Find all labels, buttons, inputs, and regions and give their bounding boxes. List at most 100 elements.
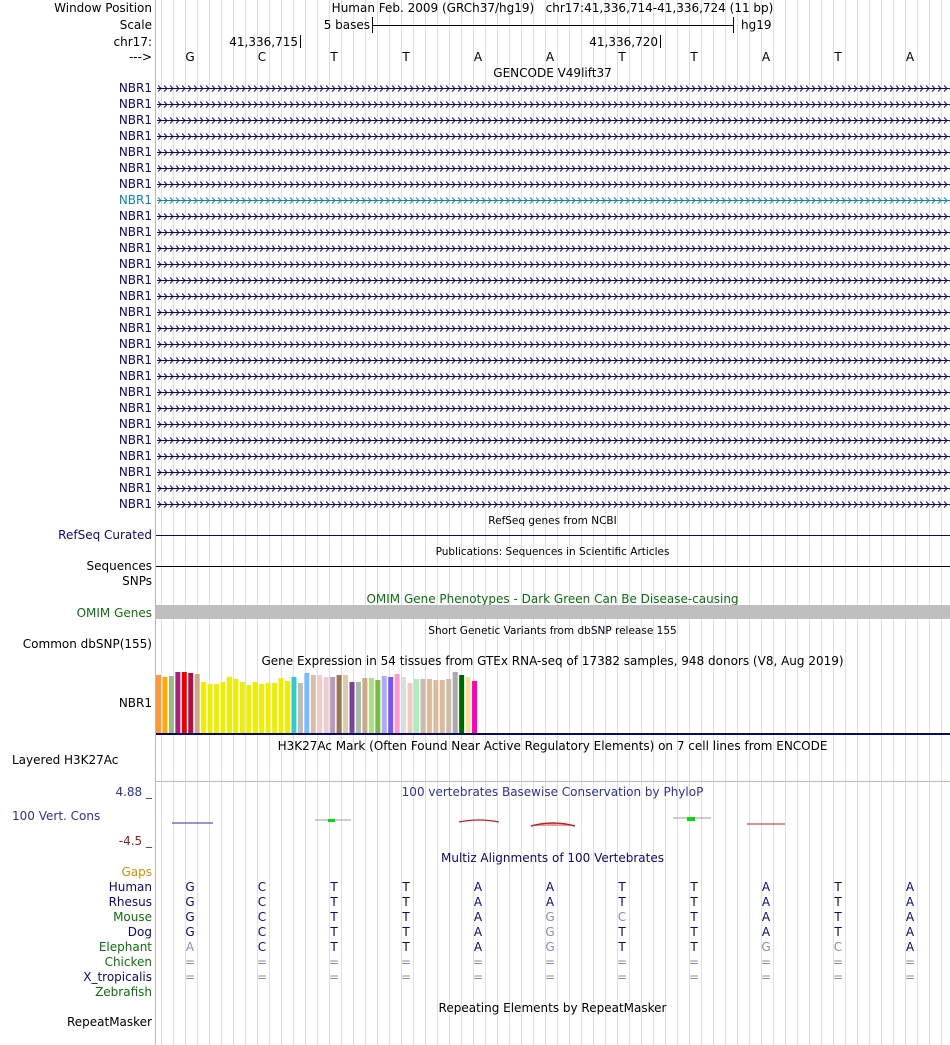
gtex-tissue-bar[interactable] xyxy=(278,678,284,733)
gencode-transcript[interactable] xyxy=(157,421,950,428)
gencode-transcript-label[interactable]: NBR1 xyxy=(118,145,152,159)
gencode-transcript[interactable] xyxy=(157,277,950,284)
gencode-transcript[interactable] xyxy=(157,325,950,332)
gtex-tissue-bar[interactable] xyxy=(317,675,323,733)
gencode-transcript-label[interactable]: NBR1 xyxy=(118,337,152,351)
multiz-species-label[interactable]: Human xyxy=(108,880,152,894)
gtex-tissue-bar[interactable] xyxy=(414,679,419,733)
gtex-tissue-bar[interactable] xyxy=(233,679,239,733)
gencode-transcript-label[interactable]: NBR1 xyxy=(118,225,152,239)
gencode-transcript[interactable] xyxy=(157,293,950,300)
gtex-tissue-bar[interactable] xyxy=(375,680,381,733)
gtex-tissue-bar[interactable] xyxy=(362,678,368,733)
gtex-tissue-bar[interactable] xyxy=(188,673,194,733)
gtex-tissue-bar[interactable] xyxy=(368,678,374,733)
gencode-transcript[interactable] xyxy=(157,117,950,124)
gencode-transcript-label[interactable]: NBR1 xyxy=(118,433,152,447)
gtex-tissue-bar[interactable] xyxy=(381,676,387,733)
gtex-tissue-bar[interactable] xyxy=(214,684,220,733)
h3k27ac-track-label[interactable]: Layered H3K27Ac xyxy=(12,753,119,767)
gencode-transcript-label[interactable]: NBR1 xyxy=(118,209,152,223)
gtex-tissue-bar[interactable] xyxy=(426,679,432,733)
gencode-transcript-label[interactable]: NBR1 xyxy=(118,321,152,335)
gtex-tissue-bar[interactable] xyxy=(323,677,329,733)
gencode-transcript[interactable] xyxy=(157,197,950,204)
gtex-tissue-bar[interactable] xyxy=(175,672,181,733)
dbsnp-track-label[interactable]: Common dbSNP(155) xyxy=(22,637,152,651)
gtex-tissue-bar[interactable] xyxy=(433,680,439,733)
gtex-tissue-bar[interactable] xyxy=(201,682,207,733)
gencode-transcript-label[interactable]: NBR1 xyxy=(118,353,152,367)
gencode-transcript-label[interactable]: NBR1 xyxy=(118,449,152,463)
gencode-transcript[interactable] xyxy=(157,389,950,396)
gtex-tissue-bar[interactable] xyxy=(246,685,252,733)
gtex-tissue-bar[interactable] xyxy=(156,675,161,733)
gencode-transcript[interactable] xyxy=(157,181,950,188)
gtex-tissue-bar[interactable] xyxy=(452,672,458,733)
gtex-tissue-bar[interactable] xyxy=(355,682,361,733)
gtex-tissue-bar[interactable] xyxy=(285,681,290,733)
gencode-transcript[interactable] xyxy=(157,453,950,460)
gencode-transcript[interactable] xyxy=(157,149,950,156)
gencode-transcript[interactable] xyxy=(157,245,950,252)
multiz-species-label[interactable]: Dog xyxy=(127,925,152,939)
gencode-transcript-label[interactable]: NBR1 xyxy=(118,465,152,479)
gtex-tissue-bar[interactable] xyxy=(439,680,445,733)
gencode-transcript-label[interactable]: NBR1 xyxy=(118,273,152,287)
gtex-tissue-bar[interactable] xyxy=(291,677,297,733)
refseq-gene-line[interactable] xyxy=(156,535,950,536)
gtex-tissue-bar[interactable] xyxy=(394,674,400,733)
gencode-transcript-label[interactable]: NBR1 xyxy=(118,97,152,111)
gencode-transcript-label[interactable]: NBR1 xyxy=(118,385,152,399)
gtex-expression-chart[interactable] xyxy=(155,668,540,734)
gtex-tissue-bar[interactable] xyxy=(181,672,187,733)
gtex-tissue-bar[interactable] xyxy=(272,683,278,733)
gtex-tissue-bar[interactable] xyxy=(388,677,394,733)
omim-track-label[interactable]: OMIM Genes xyxy=(76,606,152,620)
gtex-tissue-bar[interactable] xyxy=(465,677,471,733)
gencode-transcript[interactable] xyxy=(157,85,950,92)
gencode-transcript-label[interactable]: NBR1 xyxy=(118,177,152,191)
gencode-transcript[interactable] xyxy=(157,469,950,476)
gtex-tissue-bar[interactable] xyxy=(168,676,174,733)
gencode-transcript[interactable] xyxy=(157,165,950,172)
gtex-tissue-bar[interactable] xyxy=(330,677,336,733)
gtex-tissue-bar[interactable] xyxy=(459,675,465,733)
refseq-track-label[interactable]: RefSeq Curated xyxy=(58,528,152,542)
gencode-transcript-label[interactable]: NBR1 xyxy=(118,417,152,431)
gtex-tissue-bar[interactable] xyxy=(343,675,349,733)
gencode-transcript-label[interactable]: NBR1 xyxy=(118,129,152,143)
publications-track-label[interactable]: Sequences xyxy=(86,559,152,573)
multiz-species-label[interactable]: Mouse xyxy=(113,910,152,924)
multiz-species-label[interactable]: Chicken xyxy=(104,955,152,969)
gencode-transcript-label[interactable]: NBR1 xyxy=(118,305,152,319)
gencode-transcript-label[interactable]: NBR1 xyxy=(118,401,152,415)
gtex-tissue-bar[interactable] xyxy=(407,683,413,733)
phylop-track-label[interactable]: 100 Vert. Cons xyxy=(12,809,101,823)
phylop-conservation-plot[interactable] xyxy=(155,808,950,832)
gtex-tissue-bar[interactable] xyxy=(239,682,245,733)
gencode-transcript-label[interactable]: NBR1 xyxy=(118,81,152,95)
gtex-tissue-bar[interactable] xyxy=(310,675,316,733)
gtex-tissue-bar[interactable] xyxy=(265,683,271,733)
gencode-transcript-label[interactable]: NBR1 xyxy=(118,113,152,127)
gencode-transcript[interactable] xyxy=(157,357,950,364)
multiz-species-label[interactable]: X_tropicalis xyxy=(83,970,152,984)
gtex-tissue-bar[interactable] xyxy=(472,681,478,733)
gtex-tissue-bar[interactable] xyxy=(297,683,303,733)
gencode-transcript[interactable] xyxy=(157,133,950,140)
repeatmasker-track-label[interactable]: RepeatMasker xyxy=(66,1015,152,1029)
gencode-transcript[interactable] xyxy=(157,101,950,108)
gtex-tissue-bar[interactable] xyxy=(194,674,200,733)
gencode-transcript-label[interactable]: NBR1 xyxy=(118,369,152,383)
h3k27ac-signal-line[interactable] xyxy=(156,781,950,782)
gencode-transcript-label[interactable]: NBR1 xyxy=(118,481,152,495)
gtex-tissue-bar[interactable] xyxy=(226,677,232,733)
gencode-transcript-label[interactable]: NBR1 xyxy=(118,161,152,175)
multiz-species-label[interactable]: Elephant xyxy=(98,940,152,954)
gencode-transcript-label[interactable]: NBR1 xyxy=(118,257,152,271)
gencode-transcript[interactable] xyxy=(157,437,950,444)
gtex-tissue-bar[interactable] xyxy=(304,673,310,733)
gtex-tissue-bar[interactable] xyxy=(446,679,452,733)
gencode-transcript[interactable] xyxy=(157,485,950,492)
